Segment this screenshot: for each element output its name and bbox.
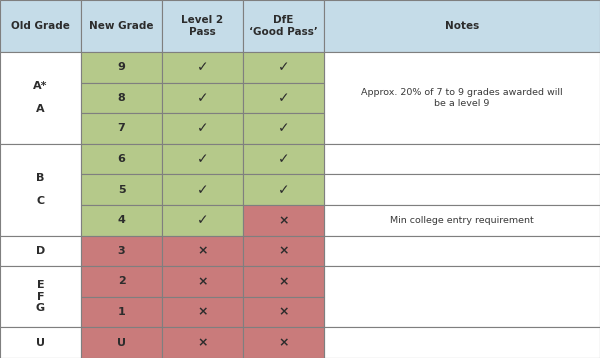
FancyBboxPatch shape: [0, 52, 81, 144]
FancyBboxPatch shape: [162, 83, 243, 113]
Text: ×: ×: [197, 245, 208, 257]
Text: E
F
G: E F G: [36, 280, 45, 313]
FancyBboxPatch shape: [162, 205, 243, 236]
Text: ×: ×: [278, 245, 289, 257]
Text: ✓: ✓: [278, 152, 289, 166]
FancyBboxPatch shape: [324, 0, 600, 52]
FancyBboxPatch shape: [243, 83, 324, 113]
Text: ×: ×: [197, 306, 208, 319]
Text: Min college entry requirement: Min college entry requirement: [390, 216, 534, 225]
FancyBboxPatch shape: [243, 297, 324, 327]
Text: 8: 8: [118, 93, 125, 103]
FancyBboxPatch shape: [81, 297, 162, 327]
FancyBboxPatch shape: [162, 266, 243, 297]
Text: ✓: ✓: [197, 152, 208, 166]
Text: Old Grade: Old Grade: [11, 21, 70, 31]
Text: ×: ×: [278, 336, 289, 349]
Text: ×: ×: [278, 275, 289, 288]
FancyBboxPatch shape: [81, 174, 162, 205]
FancyBboxPatch shape: [243, 327, 324, 358]
Text: B
 
C: B C: [37, 173, 44, 206]
Text: Level 2
Pass: Level 2 Pass: [181, 15, 224, 37]
Text: A*
 
A: A* A: [33, 81, 48, 115]
FancyBboxPatch shape: [0, 236, 81, 266]
FancyBboxPatch shape: [243, 0, 324, 52]
FancyBboxPatch shape: [162, 0, 243, 52]
Text: ✓: ✓: [197, 183, 208, 197]
Text: ×: ×: [197, 275, 208, 288]
Text: 4: 4: [118, 215, 125, 225]
FancyBboxPatch shape: [162, 236, 243, 266]
Text: Notes: Notes: [445, 21, 479, 31]
FancyBboxPatch shape: [0, 266, 81, 327]
FancyBboxPatch shape: [81, 205, 162, 236]
FancyBboxPatch shape: [324, 236, 600, 266]
Text: ✓: ✓: [197, 121, 208, 135]
FancyBboxPatch shape: [243, 174, 324, 205]
Text: 7: 7: [118, 124, 125, 134]
FancyBboxPatch shape: [243, 144, 324, 174]
Text: 5: 5: [118, 185, 125, 195]
Text: ×: ×: [278, 306, 289, 319]
FancyBboxPatch shape: [162, 52, 243, 83]
Text: New Grade: New Grade: [89, 21, 154, 31]
FancyBboxPatch shape: [0, 144, 81, 236]
FancyBboxPatch shape: [162, 327, 243, 358]
FancyBboxPatch shape: [81, 52, 162, 83]
FancyBboxPatch shape: [0, 0, 81, 52]
FancyBboxPatch shape: [81, 236, 162, 266]
FancyBboxPatch shape: [243, 266, 324, 297]
Text: ✓: ✓: [278, 60, 289, 74]
Text: ×: ×: [197, 336, 208, 349]
Text: 9: 9: [118, 62, 125, 72]
FancyBboxPatch shape: [162, 144, 243, 174]
FancyBboxPatch shape: [81, 327, 162, 358]
Text: 3: 3: [118, 246, 125, 256]
Text: U: U: [36, 338, 45, 348]
FancyBboxPatch shape: [324, 205, 600, 236]
Text: 6: 6: [118, 154, 125, 164]
Text: ✓: ✓: [197, 91, 208, 105]
FancyBboxPatch shape: [162, 113, 243, 144]
Text: DfE
‘Good Pass’: DfE ‘Good Pass’: [249, 15, 318, 37]
FancyBboxPatch shape: [243, 236, 324, 266]
FancyBboxPatch shape: [81, 266, 162, 297]
Text: 1: 1: [118, 307, 125, 317]
FancyBboxPatch shape: [81, 83, 162, 113]
FancyBboxPatch shape: [324, 144, 600, 174]
FancyBboxPatch shape: [162, 297, 243, 327]
FancyBboxPatch shape: [324, 266, 600, 327]
FancyBboxPatch shape: [243, 52, 324, 83]
Text: D: D: [36, 246, 45, 256]
Text: ✓: ✓: [278, 91, 289, 105]
Text: 2: 2: [118, 276, 125, 286]
Text: ×: ×: [278, 214, 289, 227]
FancyBboxPatch shape: [0, 327, 81, 358]
FancyBboxPatch shape: [162, 174, 243, 205]
FancyBboxPatch shape: [81, 113, 162, 144]
Text: ✓: ✓: [278, 121, 289, 135]
FancyBboxPatch shape: [81, 144, 162, 174]
Text: ✓: ✓: [197, 60, 208, 74]
FancyBboxPatch shape: [81, 0, 162, 52]
Text: ✓: ✓: [278, 183, 289, 197]
FancyBboxPatch shape: [243, 205, 324, 236]
FancyBboxPatch shape: [243, 113, 324, 144]
Text: ✓: ✓: [197, 213, 208, 227]
FancyBboxPatch shape: [324, 327, 600, 358]
Text: U: U: [117, 338, 126, 348]
FancyBboxPatch shape: [324, 174, 600, 205]
Text: Approx. 20% of 7 to 9 grades awarded will
be a level 9: Approx. 20% of 7 to 9 grades awarded wil…: [361, 88, 563, 107]
FancyBboxPatch shape: [324, 52, 600, 144]
